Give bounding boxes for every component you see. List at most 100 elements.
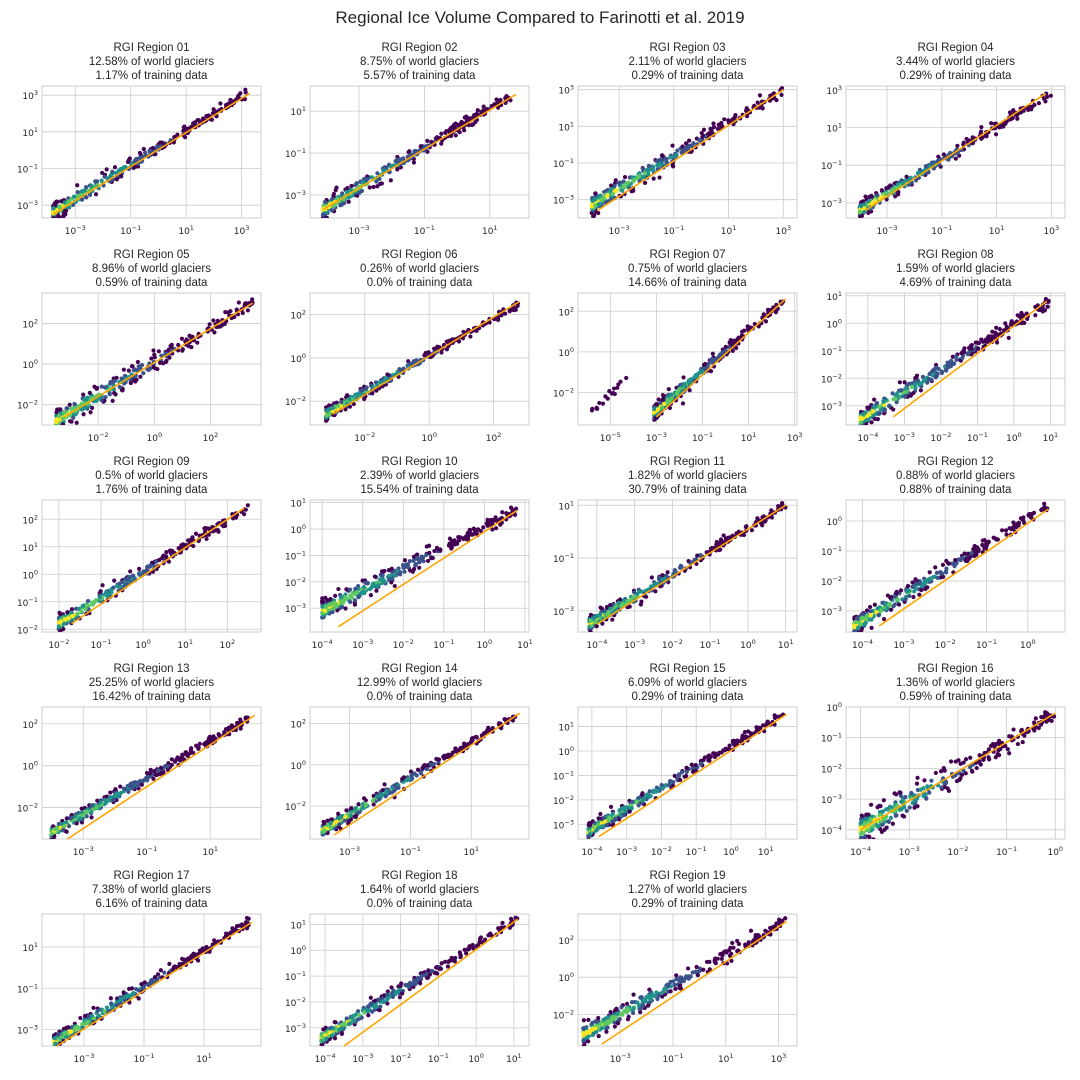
data-point [57,610,62,615]
data-point [667,405,673,411]
data-point [348,593,353,598]
data-point [213,736,218,741]
x-tick-label: 100 [135,638,151,651]
data-point [871,413,877,418]
data-point [646,163,651,169]
data-point [993,536,998,541]
y-tick-label: 10−1 [821,545,842,558]
data-point [594,209,599,215]
data-point [348,587,353,592]
data-point [872,602,877,607]
data-point [64,820,69,825]
data-point [447,536,453,541]
data-point [447,128,452,133]
data-point [389,566,394,571]
data-point [632,590,637,595]
data-point [496,105,501,110]
data-point [385,372,390,378]
data-point [913,586,918,591]
data-point [67,402,72,407]
data-point [242,97,248,102]
y-tick-label: 100 [22,760,38,773]
x-tick-label: 101 [741,431,757,444]
data-point [469,739,474,744]
data-point [657,577,662,582]
x-tick-label: 10−1 [414,224,435,237]
data-point [650,164,655,169]
x-tick-label: 10−4 [312,638,333,651]
data-point [65,610,70,615]
data-point [653,589,658,594]
x-tick-label: 100 [1006,431,1022,444]
data-point [739,329,745,334]
data-point [392,783,398,788]
data-point [453,121,458,126]
data-point [631,595,636,600]
scatter-series [852,501,1050,632]
data-point [115,794,120,799]
data-point [949,359,954,365]
data-point [870,409,876,414]
data-point [948,364,953,369]
data-point [1033,313,1038,318]
data-point [931,367,936,373]
data-point [121,786,126,791]
data-point [355,810,360,815]
data-point [396,158,401,163]
data-point [149,356,154,361]
data-point [320,604,325,609]
data-point [598,201,603,206]
data-point [53,218,57,222]
data-point [369,175,374,180]
x-tick-label: 10−3 [352,638,373,651]
data-point [624,375,629,381]
data-point [54,431,58,435]
data-point [715,126,720,131]
data-point [704,550,709,555]
x-tick-label: 10−3 [73,845,94,858]
data-point [974,549,979,554]
y-tick-label: 10−1 [553,552,574,565]
data-point [508,505,514,510]
data-point [1015,116,1020,121]
y-tick-label: 101 [558,120,574,133]
data-point [926,170,931,175]
data-point [98,589,103,594]
data-point [206,532,211,537]
data-point [89,815,94,820]
data-point [1043,296,1048,302]
data-point [139,362,145,368]
data-point [744,106,749,111]
data-point [593,191,598,196]
data-point [152,769,157,774]
y-tick-label: 10−3 [285,602,306,615]
data-point [598,811,603,817]
data-point [74,821,79,826]
data-point [946,561,952,566]
y-tick-label: 10−1 [285,147,306,160]
fit-line [892,300,1048,418]
data-point [960,555,965,560]
data-point [103,394,108,400]
data-point [245,308,250,313]
data-point [64,829,69,834]
data-point [422,353,427,358]
data-point [629,189,634,194]
data-point [390,785,395,790]
data-point [852,629,857,632]
data-point [217,324,222,329]
data-point [86,607,91,612]
data-point [507,307,512,313]
data-point [378,577,383,582]
data-point [859,626,864,631]
data-point [668,155,673,160]
x-tick-label: 103 [1044,224,1060,237]
data-point [378,181,383,187]
data-point [414,358,419,363]
subplot-region-12: RGI Region 120.88% of world glaciers0.88… [821,456,1066,651]
data-point [478,528,483,534]
data-point [151,365,156,370]
data-point [711,121,716,126]
x-tick-label: 10−3 [877,224,898,237]
fit-line [337,509,518,628]
